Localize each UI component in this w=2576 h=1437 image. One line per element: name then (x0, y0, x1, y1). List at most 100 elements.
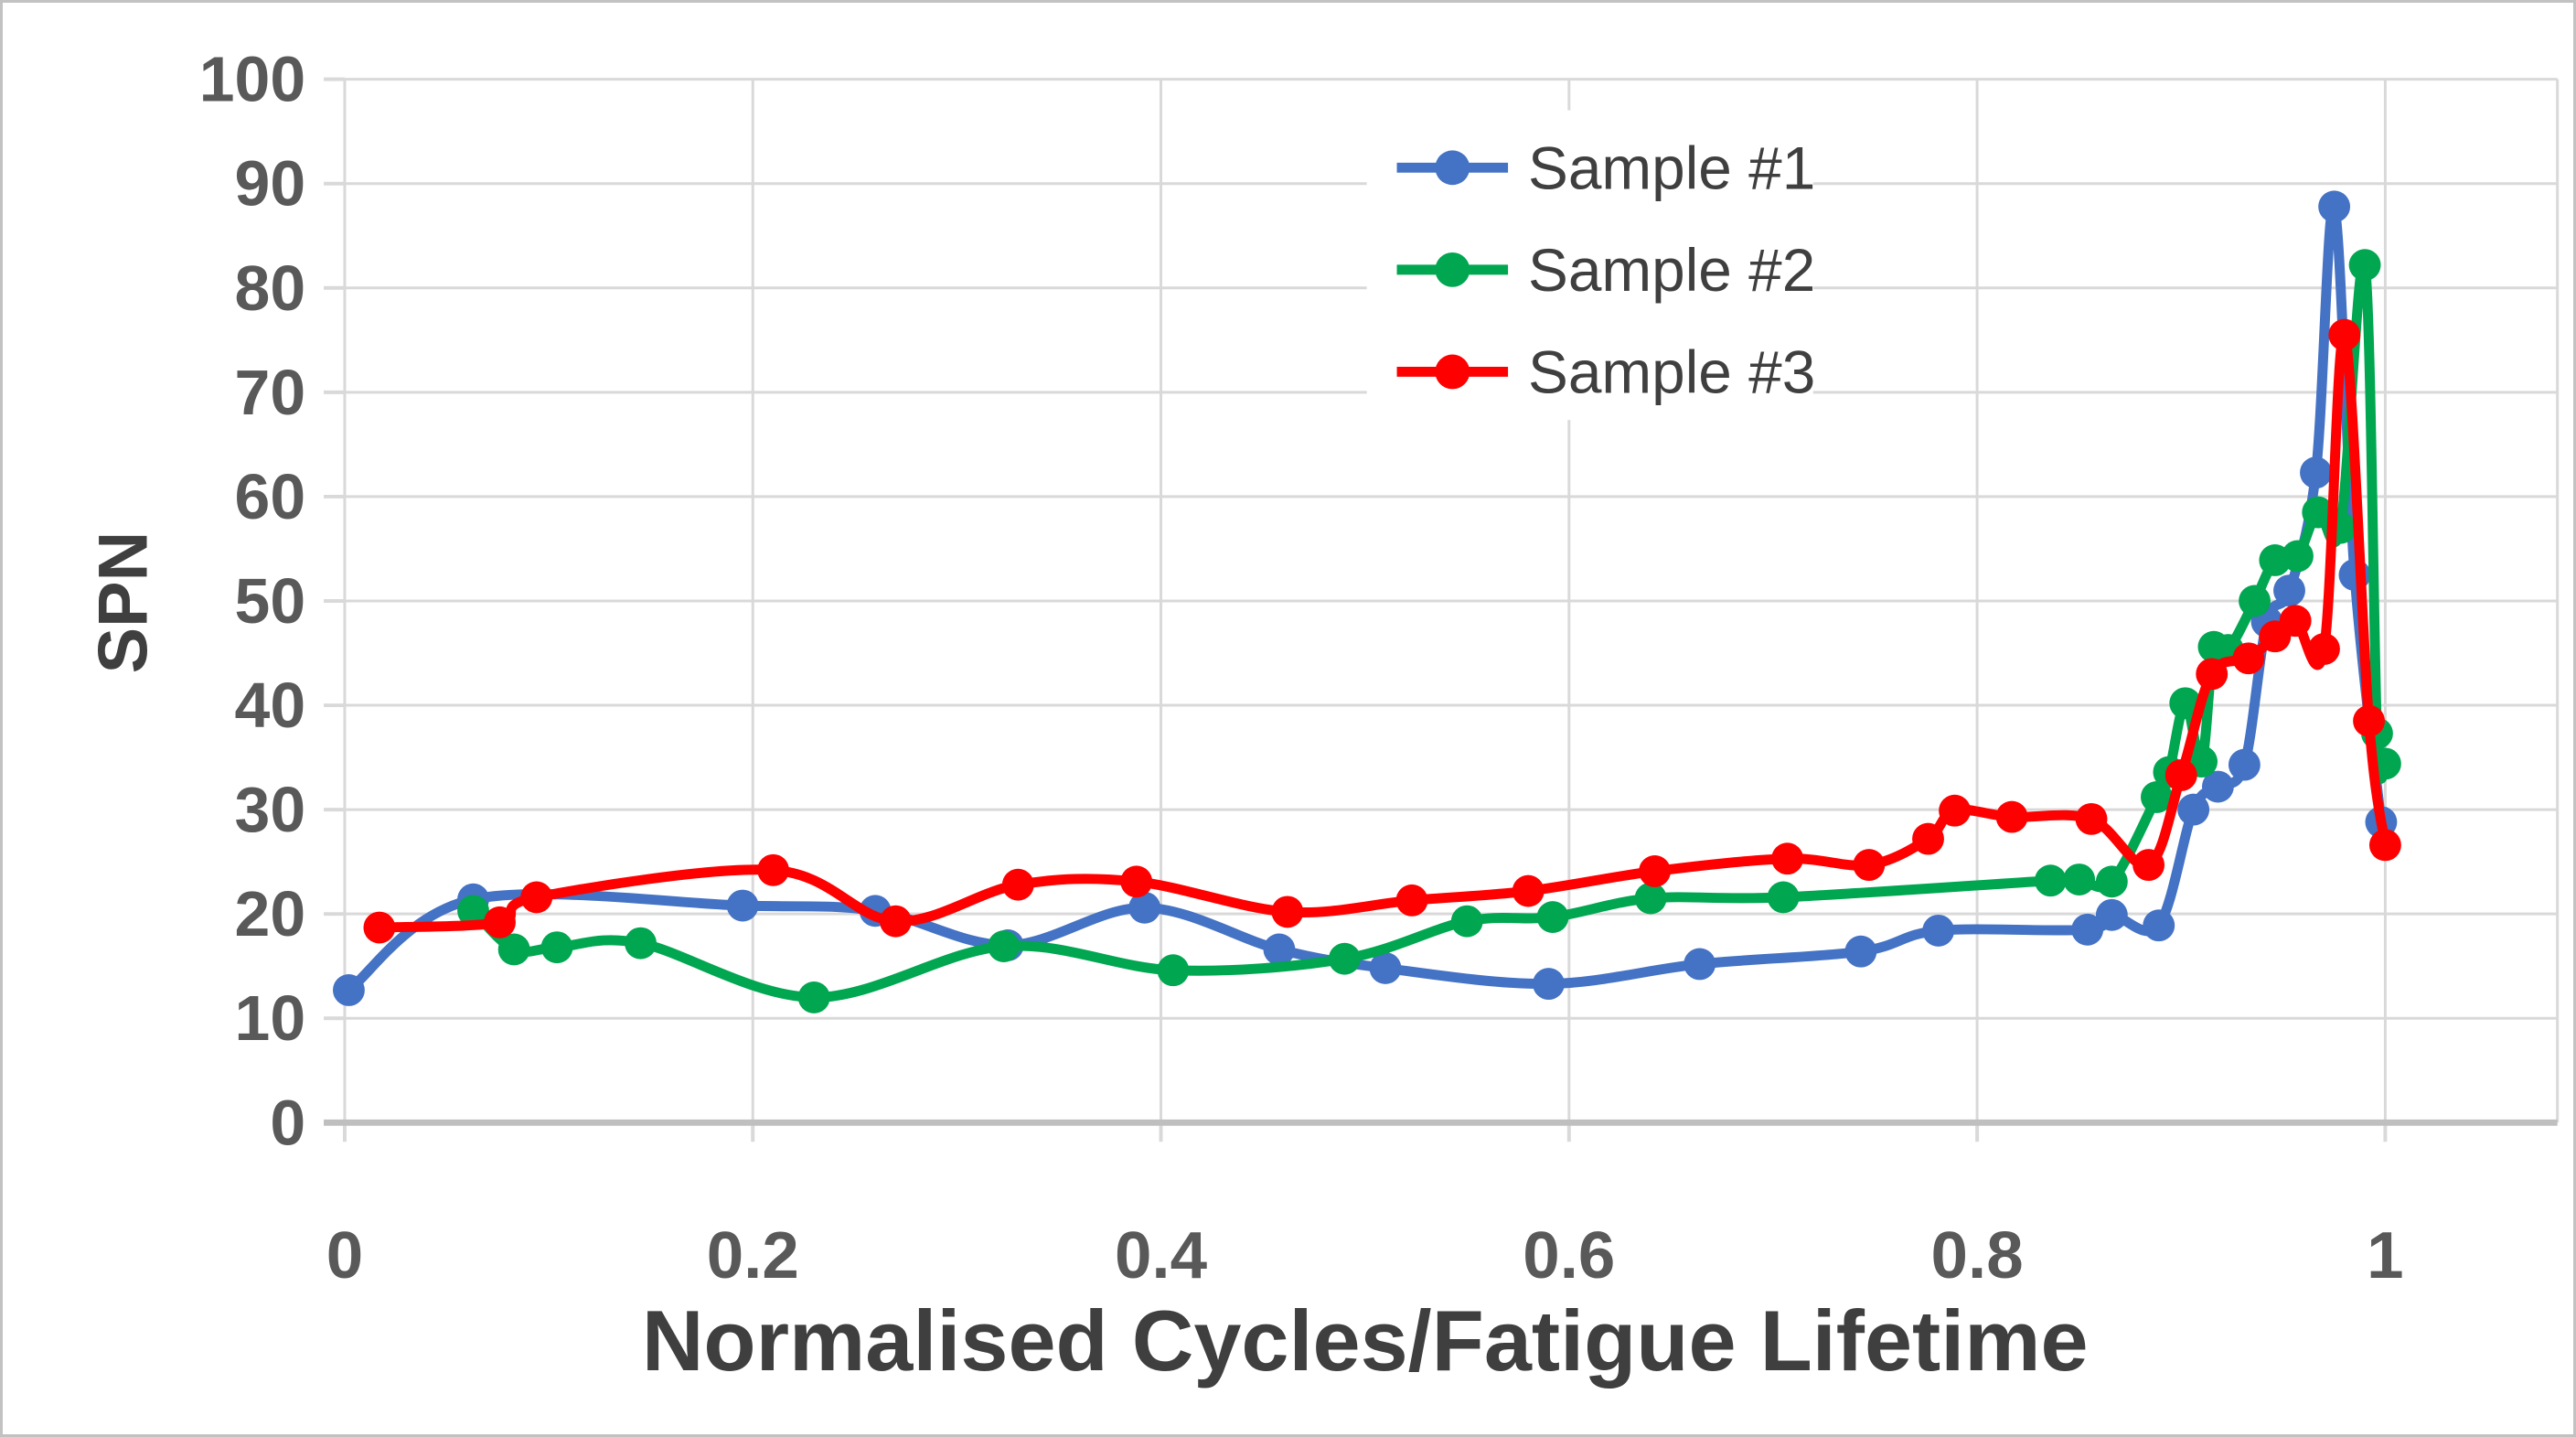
y-tick-label-80: 80 (235, 252, 306, 324)
data-point (1395, 884, 1428, 917)
data-point (1683, 948, 1716, 981)
data-point (1157, 954, 1190, 987)
data-point (880, 905, 912, 938)
data-point (540, 931, 573, 964)
y-tick-label-90: 90 (235, 148, 306, 220)
data-point (2143, 909, 2175, 942)
legend-label-sample-2: Sample #2 (1528, 236, 1815, 304)
data-point (1634, 882, 1667, 915)
legend-label-sample-1: Sample #1 (1528, 134, 1815, 201)
series-line-1 (343, 200, 2387, 995)
data-point (1767, 881, 1800, 914)
x-tick-label-0.2: 0.2 (707, 1218, 799, 1292)
legend-item-sample-1: Sample #1 (1396, 134, 1815, 201)
data-point (1995, 800, 2028, 833)
data-point (2132, 849, 2165, 882)
data-point (2177, 793, 2210, 826)
data-point (757, 853, 789, 886)
data-point (797, 981, 830, 1013)
data-point (2282, 540, 2314, 573)
data-point (1771, 842, 1804, 875)
x-axis-title: Normalised Cycles/Fatigue Lifetime (642, 1292, 2089, 1389)
data-point (2328, 318, 2361, 351)
x-tick-label-0.8: 0.8 (1931, 1218, 2024, 1292)
data-point (1120, 865, 1153, 898)
line-chart: 0 10 20 30 40 50 60 70 80 90 100 0 0.2 0.4 0.6 0.8 1 Sam… (84, 44, 2560, 1389)
data-point (1512, 874, 1545, 907)
data-point (2169, 687, 2202, 720)
series-sample-3 (363, 318, 2401, 944)
y-axis-title: SPN (84, 531, 162, 674)
data-point (1128, 891, 1161, 924)
data-point (333, 974, 365, 1006)
x-tick-label-0: 0 (326, 1218, 363, 1292)
data-point (1844, 935, 1877, 968)
data-point (363, 911, 396, 944)
data-point (1939, 794, 1972, 827)
data-point (1533, 968, 1565, 1001)
data-point (2232, 642, 2265, 675)
data-point (1639, 855, 1671, 887)
data-point (2239, 584, 2271, 617)
legend-label-sample-3: Sample #3 (1528, 338, 1815, 405)
data-point (1536, 901, 1569, 934)
data-point (1001, 868, 1034, 901)
data-point (1369, 952, 1402, 984)
y-tick-label-60: 60 (235, 461, 306, 532)
series-layer (333, 190, 2401, 1013)
y-tick-label-100: 100 (199, 44, 305, 115)
tick-label-layer: 0 10 20 30 40 50 60 70 80 90 100 0 0.2 0.4 0.6 0.8 1 (199, 44, 2404, 1293)
data-point (2348, 249, 2381, 282)
data-point (1450, 905, 1483, 938)
y-tick-label-70: 70 (235, 357, 306, 428)
data-point (2353, 704, 2386, 737)
data-point (1922, 914, 1955, 947)
legend-marker-sample-3 (1435, 354, 1470, 390)
data-point (1912, 822, 1944, 855)
data-point (2095, 865, 2128, 898)
data-point (1328, 942, 1361, 975)
data-point (1271, 895, 1304, 928)
data-point (2201, 770, 2234, 803)
y-tick-label-20: 20 (235, 878, 306, 949)
legend-item-sample-2: Sample #2 (1396, 236, 1815, 304)
data-point (2095, 898, 2128, 931)
legend-item-sample-3: Sample #3 (1396, 338, 1815, 405)
x-tick-label-0.6: 0.6 (1523, 1218, 1615, 1292)
grid-layer (324, 77, 2560, 1142)
data-point (2034, 864, 2067, 897)
legend-marker-sample-2 (1435, 252, 1470, 287)
data-point (2279, 605, 2312, 638)
data-point (2302, 496, 2335, 529)
x-tick-label-1: 1 (2367, 1218, 2403, 1292)
data-point (2075, 802, 2108, 835)
data-point (2300, 456, 2332, 489)
y-tick-label-10: 10 (235, 982, 306, 1054)
data-point (2318, 190, 2351, 223)
data-point (2228, 748, 2261, 781)
data-point (2368, 829, 2401, 862)
data-point (497, 933, 530, 966)
data-point (2071, 913, 2104, 946)
data-point (1263, 933, 1296, 966)
data-point (2141, 781, 2173, 813)
legend-marker-sample-1 (1435, 150, 1470, 186)
y-tick-label-50: 50 (235, 565, 306, 637)
y-tick-label-40: 40 (235, 670, 306, 741)
data-point (1853, 849, 1886, 882)
data-point (484, 906, 516, 938)
legend: Sample #1 Sample #2 Sample #3 (1366, 110, 1815, 421)
series-line-3 (374, 329, 2390, 933)
data-point (457, 895, 489, 928)
data-point (2308, 633, 2340, 665)
data-point (988, 930, 1021, 962)
data-point (726, 889, 759, 922)
data-point (520, 881, 553, 914)
data-point (625, 927, 657, 960)
y-tick-label-0: 0 (270, 1087, 305, 1158)
data-point (2196, 658, 2229, 691)
data-point (2164, 759, 2197, 791)
data-point (2063, 863, 2096, 895)
data-point (2273, 574, 2305, 607)
